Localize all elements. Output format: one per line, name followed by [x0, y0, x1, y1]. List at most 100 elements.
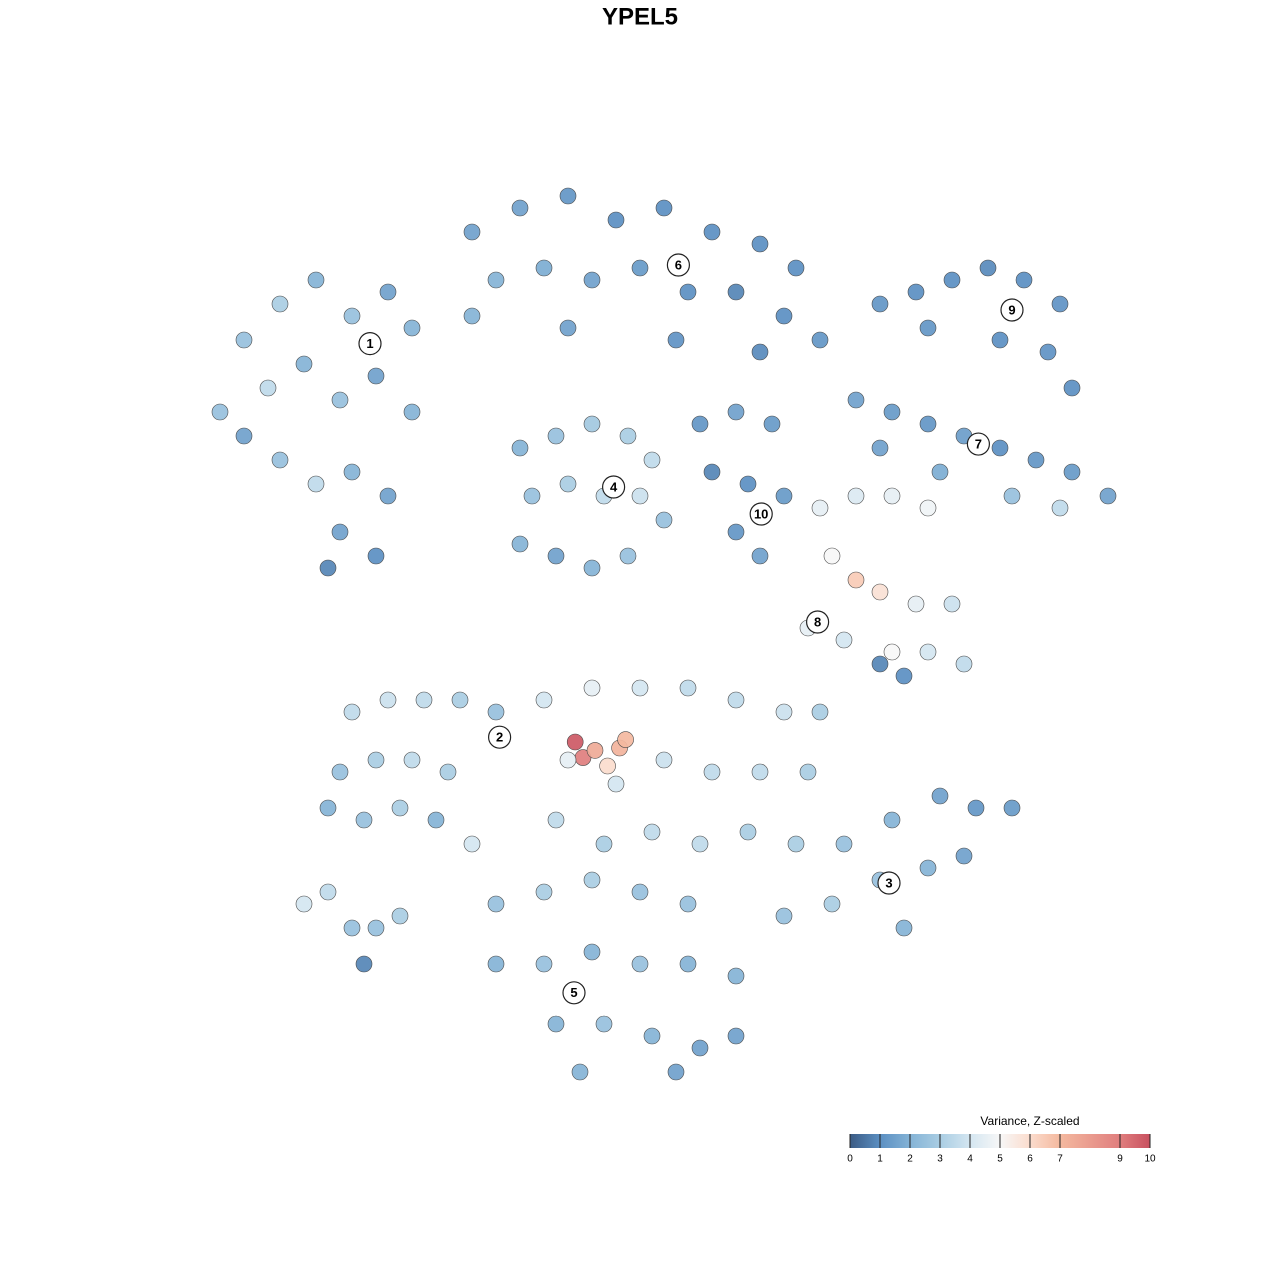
point — [367, 751, 385, 769]
point — [631, 679, 649, 697]
point — [1051, 499, 1069, 517]
point — [871, 655, 889, 673]
point — [379, 487, 397, 505]
point — [835, 631, 853, 649]
point — [727, 1027, 745, 1045]
point — [1015, 271, 1033, 289]
point — [691, 1039, 709, 1057]
point — [967, 799, 985, 817]
point — [463, 307, 481, 325]
point — [331, 763, 349, 781]
point — [586, 742, 604, 759]
point — [775, 487, 793, 505]
point — [295, 895, 313, 913]
point — [583, 871, 601, 889]
point — [631, 487, 649, 505]
point — [643, 1027, 661, 1045]
cluster-label-badge — [1000, 298, 1024, 322]
point — [907, 283, 925, 301]
point — [979, 259, 997, 277]
point — [727, 691, 745, 709]
point — [631, 883, 649, 901]
point — [883, 643, 901, 661]
cluster-label: 2 — [488, 725, 512, 749]
point — [787, 835, 805, 853]
point — [763, 415, 781, 433]
point — [739, 823, 757, 841]
point — [811, 703, 829, 721]
point — [727, 967, 745, 985]
cluster-label-text: 3 — [885, 875, 892, 890]
cluster-label-text: 8 — [814, 614, 821, 629]
point — [619, 427, 637, 445]
point — [703, 463, 721, 481]
point — [919, 319, 937, 337]
point — [823, 547, 841, 565]
point — [847, 487, 865, 505]
cluster-label: 6 — [666, 253, 691, 277]
point — [931, 463, 949, 481]
point — [847, 571, 865, 589]
point — [379, 691, 397, 709]
point — [211, 403, 229, 421]
point — [271, 451, 289, 469]
point — [871, 583, 889, 601]
colorbar-tick-label: 10 — [1144, 1154, 1156, 1165]
point — [487, 955, 505, 973]
colorbar-tick-label: 5 — [997, 1154, 1003, 1165]
point — [535, 883, 553, 901]
point — [511, 199, 529, 217]
colorbar-tick-label: 2 — [907, 1154, 913, 1165]
point — [403, 403, 421, 421]
point — [343, 919, 361, 937]
point — [955, 847, 973, 865]
point — [583, 559, 601, 577]
cluster-label-badge — [805, 610, 830, 634]
point — [595, 1015, 613, 1033]
cluster-label: 8 — [805, 610, 830, 634]
point — [871, 295, 889, 313]
point — [391, 907, 409, 925]
point — [295, 355, 313, 373]
point — [907, 595, 925, 613]
cluster-label-text: 9 — [1008, 302, 1015, 317]
point — [727, 403, 745, 421]
point — [643, 823, 661, 841]
point — [487, 895, 505, 913]
point — [811, 499, 829, 517]
colorbar-tick-label: 6 — [1027, 1154, 1033, 1165]
point — [511, 439, 529, 457]
cluster-label-text: 1 — [366, 336, 373, 351]
cluster-label: 4 — [601, 475, 626, 499]
point — [883, 487, 901, 505]
point — [583, 271, 601, 289]
colorbar-tick-label: 1 — [877, 1154, 883, 1165]
point — [883, 403, 901, 421]
point — [931, 787, 949, 805]
cluster-label: 10 — [749, 502, 773, 526]
point — [403, 319, 421, 337]
point — [727, 523, 745, 541]
point — [559, 475, 577, 493]
legend-title: Variance, Z-scaled — [980, 1114, 1079, 1128]
cluster-label-badge — [358, 332, 382, 356]
point — [787, 259, 805, 277]
point — [871, 439, 889, 457]
point — [535, 955, 553, 973]
point — [535, 691, 553, 709]
point — [343, 703, 361, 721]
cluster-label-badge — [749, 502, 773, 526]
point — [1051, 295, 1069, 313]
point — [703, 763, 721, 781]
point — [307, 475, 325, 493]
point — [463, 835, 481, 853]
point — [559, 187, 577, 205]
point — [319, 559, 337, 577]
point — [739, 475, 757, 493]
point — [547, 547, 565, 565]
colorbar-tick-label: 0 — [847, 1154, 853, 1165]
point — [703, 223, 721, 241]
point — [691, 835, 709, 853]
cluster-label-text: 4 — [610, 479, 618, 494]
point — [775, 703, 793, 721]
